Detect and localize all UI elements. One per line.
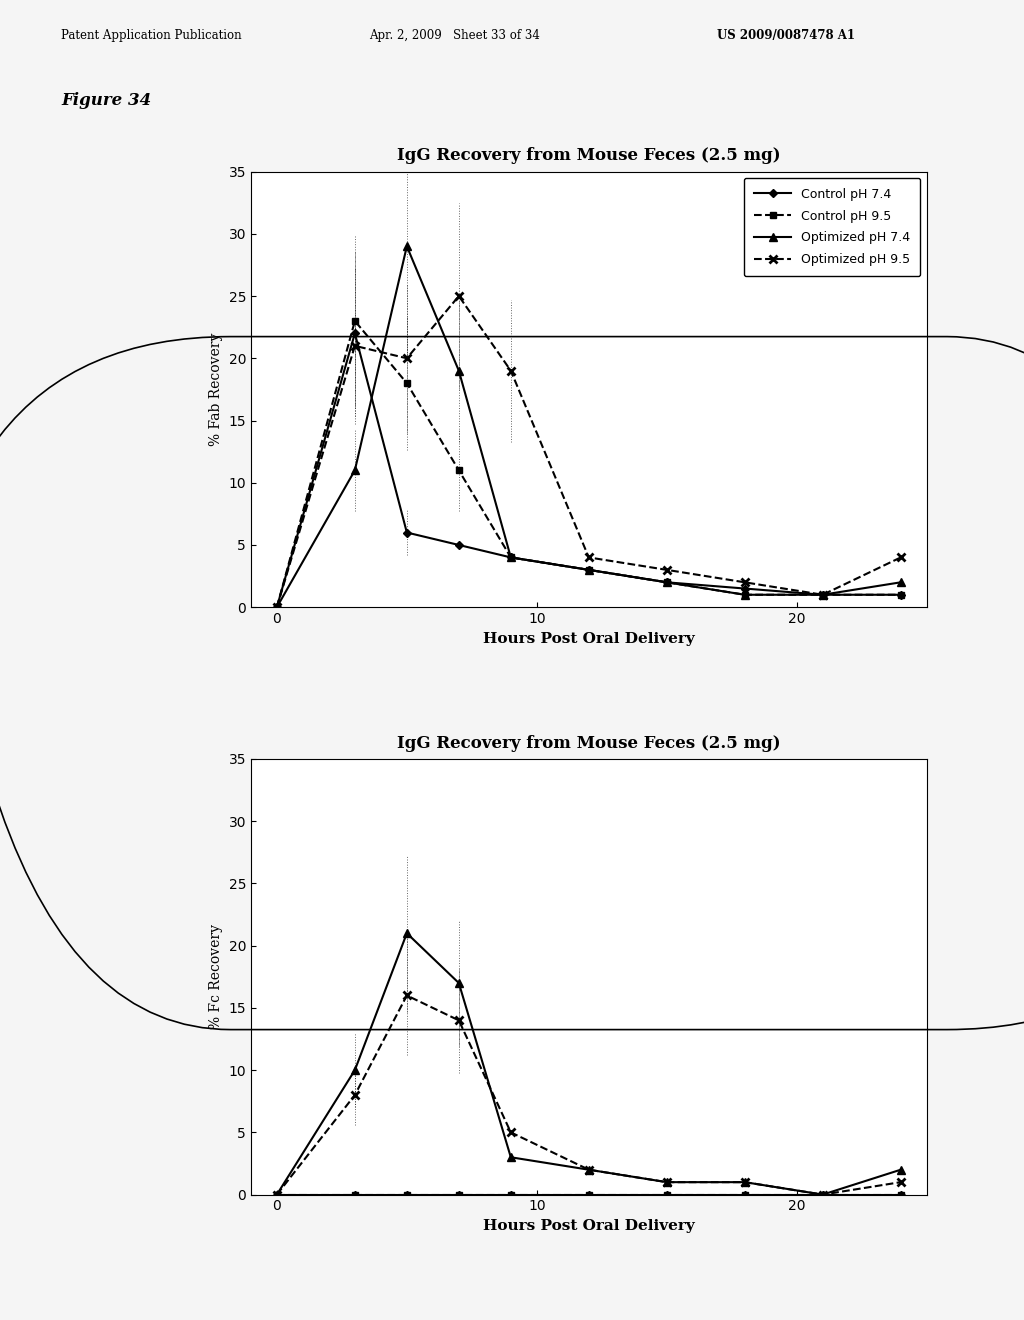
Line: Optimized pH 9.5: Optimized pH 9.5 xyxy=(272,991,905,1199)
Optimized pH 7.4 xyxy=(349,462,361,478)
Control pH 9.5 xyxy=(816,1187,828,1203)
Optimized pH 7.4 xyxy=(453,363,465,379)
Control pH 9.5 xyxy=(270,1187,283,1203)
Control pH 9.5 xyxy=(505,1187,517,1203)
Line: Control pH 9.5: Control pH 9.5 xyxy=(273,1191,904,1199)
Text: Patent Application Publication: Patent Application Publication xyxy=(61,29,242,42)
Control pH 9.5 xyxy=(895,587,907,603)
Optimized pH 9.5 xyxy=(816,1187,828,1203)
Line: Optimized pH 7.4: Optimized pH 7.4 xyxy=(272,929,905,1199)
Title: IgG Recovery from Mouse Feces (2.5 mg): IgG Recovery from Mouse Feces (2.5 mg) xyxy=(397,148,780,165)
Title: IgG Recovery from Mouse Feces (2.5 mg): IgG Recovery from Mouse Feces (2.5 mg) xyxy=(397,735,780,752)
Control pH 7.4 xyxy=(400,524,413,540)
Control pH 9.5 xyxy=(738,1187,751,1203)
Optimized pH 7.4 xyxy=(660,1175,673,1191)
Optimized pH 7.4 xyxy=(583,562,595,578)
Control pH 9.5 xyxy=(738,587,751,603)
Optimized pH 7.4 xyxy=(270,599,283,615)
Optimized pH 9.5 xyxy=(349,338,361,354)
Control pH 7.4 xyxy=(738,581,751,597)
Optimized pH 9.5 xyxy=(583,549,595,565)
Optimized pH 9.5 xyxy=(816,587,828,603)
Optimized pH 7.4 xyxy=(895,1162,907,1177)
Optimized pH 7.4 xyxy=(583,1162,595,1177)
Control pH 7.4 xyxy=(895,1187,907,1203)
Optimized pH 7.4 xyxy=(400,239,413,255)
Optimized pH 7.4 xyxy=(738,587,751,603)
Control pH 7.4 xyxy=(505,1187,517,1203)
Control pH 9.5 xyxy=(349,1187,361,1203)
Line: Control pH 9.5: Control pH 9.5 xyxy=(273,318,904,611)
Control pH 7.4 xyxy=(453,1187,465,1203)
Y-axis label: % Fab Recovery: % Fab Recovery xyxy=(209,333,223,446)
Optimized pH 7.4 xyxy=(895,574,907,590)
Optimized pH 9.5 xyxy=(270,1187,283,1203)
Line: Optimized pH 7.4: Optimized pH 7.4 xyxy=(272,242,905,611)
Control pH 9.5 xyxy=(660,574,673,590)
Control pH 9.5 xyxy=(400,375,413,391)
Optimized pH 9.5 xyxy=(453,1012,465,1028)
Control pH 9.5 xyxy=(505,549,517,565)
Line: Optimized pH 9.5: Optimized pH 9.5 xyxy=(272,292,905,611)
Control pH 9.5 xyxy=(453,462,465,478)
Control pH 9.5 xyxy=(400,1187,413,1203)
Optimized pH 9.5 xyxy=(400,350,413,366)
Control pH 9.5 xyxy=(453,1187,465,1203)
Optimized pH 7.4 xyxy=(453,975,465,991)
X-axis label: Hours Post Oral Delivery: Hours Post Oral Delivery xyxy=(483,631,694,645)
Optimized pH 9.5 xyxy=(505,363,517,379)
Optimized pH 9.5 xyxy=(505,1125,517,1140)
Control pH 9.5 xyxy=(349,313,361,329)
Line: Control pH 7.4: Control pH 7.4 xyxy=(274,330,903,610)
Text: US 2009/0087478 A1: US 2009/0087478 A1 xyxy=(717,29,855,42)
Optimized pH 7.4 xyxy=(505,549,517,565)
X-axis label: Hours Post Oral Delivery: Hours Post Oral Delivery xyxy=(483,1218,694,1233)
Optimized pH 7.4 xyxy=(400,925,413,941)
Control pH 7.4 xyxy=(583,1187,595,1203)
Optimized pH 9.5 xyxy=(895,549,907,565)
Control pH 9.5 xyxy=(270,599,283,615)
Control pH 9.5 xyxy=(816,587,828,603)
Optimized pH 9.5 xyxy=(453,288,465,304)
Optimized pH 9.5 xyxy=(400,987,413,1003)
Optimized pH 9.5 xyxy=(349,1088,361,1104)
Optimized pH 9.5 xyxy=(895,1175,907,1191)
Control pH 7.4 xyxy=(738,1187,751,1203)
Control pH 7.4 xyxy=(349,1187,361,1203)
Optimized pH 7.4 xyxy=(270,1187,283,1203)
Line: Control pH 7.4: Control pH 7.4 xyxy=(274,1192,903,1197)
Control pH 7.4 xyxy=(453,537,465,553)
Control pH 9.5 xyxy=(660,1187,673,1203)
Optimized pH 9.5 xyxy=(660,1175,673,1191)
Text: Figure 34: Figure 34 xyxy=(61,92,152,110)
Optimized pH 9.5 xyxy=(660,562,673,578)
Text: Apr. 2, 2009   Sheet 33 of 34: Apr. 2, 2009 Sheet 33 of 34 xyxy=(369,29,540,42)
Optimized pH 7.4 xyxy=(816,1187,828,1203)
Control pH 7.4 xyxy=(895,587,907,603)
Optimized pH 7.4 xyxy=(738,1175,751,1191)
Control pH 7.4 xyxy=(270,599,283,615)
Control pH 9.5 xyxy=(895,1187,907,1203)
Y-axis label: % Fc Recovery: % Fc Recovery xyxy=(209,924,223,1030)
Control pH 9.5 xyxy=(583,562,595,578)
Optimized pH 7.4 xyxy=(660,574,673,590)
Control pH 7.4 xyxy=(349,326,361,342)
Control pH 7.4 xyxy=(816,1187,828,1203)
Control pH 7.4 xyxy=(505,549,517,565)
Control pH 7.4 xyxy=(400,1187,413,1203)
Optimized pH 7.4 xyxy=(816,587,828,603)
Optimized pH 9.5 xyxy=(270,599,283,615)
Control pH 7.4 xyxy=(660,1187,673,1203)
Optimized pH 9.5 xyxy=(738,1175,751,1191)
Control pH 7.4 xyxy=(660,574,673,590)
Control pH 9.5 xyxy=(583,1187,595,1203)
Legend: Control pH 7.4, Control pH 9.5, Optimized pH 7.4, Optimized pH 9.5: Control pH 7.4, Control pH 9.5, Optimize… xyxy=(743,178,921,276)
Control pH 7.4 xyxy=(816,587,828,603)
Control pH 7.4 xyxy=(270,1187,283,1203)
Optimized pH 7.4 xyxy=(505,1150,517,1166)
Control pH 7.4 xyxy=(583,562,595,578)
Optimized pH 7.4 xyxy=(349,1063,361,1078)
Optimized pH 9.5 xyxy=(738,574,751,590)
Optimized pH 9.5 xyxy=(583,1162,595,1177)
